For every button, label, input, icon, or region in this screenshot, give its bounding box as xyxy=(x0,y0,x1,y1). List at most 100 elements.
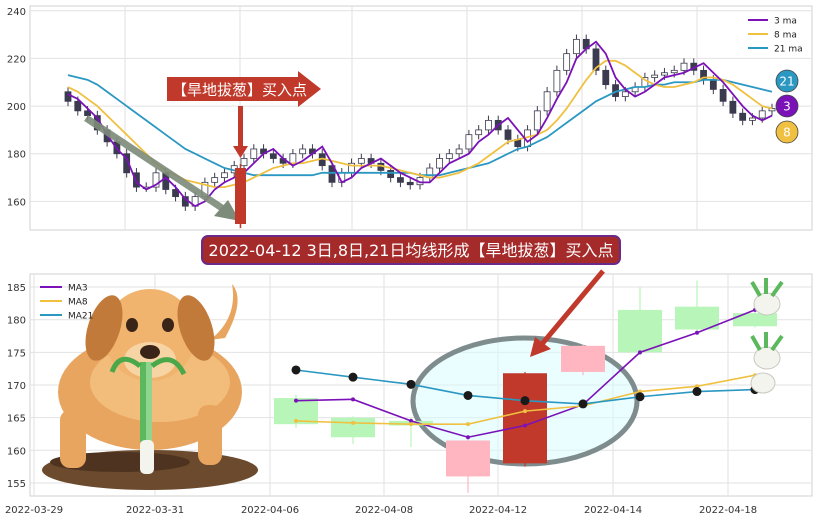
bottom-ma-marker xyxy=(351,397,355,402)
leek-icon xyxy=(750,332,784,394)
ma-badge xyxy=(775,69,799,93)
top-candle-body xyxy=(152,172,160,188)
buy-point-arrow-text: 【旱地拔葱】买入点 xyxy=(172,81,307,99)
top-y-axis: 160 180 200 220 240 xyxy=(7,7,26,209)
bottom-candle-body xyxy=(561,345,605,372)
bottom-ma-marker xyxy=(523,423,527,428)
top-candle-body xyxy=(475,129,483,136)
bottom-ma-marker xyxy=(291,365,301,375)
top-candle-body xyxy=(651,74,659,78)
bottom-x-tick-label: 2022-03-29 xyxy=(5,505,63,516)
top-candle-body xyxy=(387,170,395,178)
bottom-ma-lines xyxy=(291,307,760,440)
bottom-y-axis: 155 160 165 170 175 180 185 xyxy=(7,283,26,490)
top-candle-body xyxy=(299,148,307,155)
bottom-y-tick-label: 170 xyxy=(7,381,26,392)
top-y-tick-label: 240 xyxy=(7,7,26,18)
top-legend-label: 3 ma xyxy=(774,17,797,27)
bottom-y-tick-label: 155 xyxy=(7,479,26,490)
bottom-legend-label: MA3 xyxy=(68,284,88,294)
top-candle-body xyxy=(436,158,443,169)
top-candle-body xyxy=(397,177,404,183)
ma-badge-label: 3 xyxy=(783,100,791,114)
top-candle-body xyxy=(74,100,82,112)
bottom-y-tick-label: 175 xyxy=(7,348,26,359)
leek-icon xyxy=(750,278,784,316)
bottom-candle-body xyxy=(331,417,375,438)
top-candle-body xyxy=(240,158,248,167)
top-y-tick-label: 200 xyxy=(7,102,26,113)
top-candle-body xyxy=(709,79,717,90)
top-candle-body xyxy=(573,38,580,55)
bottom-x-tick-label: 2022-04-18 xyxy=(699,505,757,516)
bottom-x-tick-label: 2022-04-06 xyxy=(241,505,299,516)
trend-arrow xyxy=(84,115,240,221)
top-candle-body xyxy=(221,172,228,178)
top-candle-body xyxy=(739,112,747,121)
bottom-ma-marker xyxy=(406,379,416,389)
ma-badge xyxy=(775,120,799,144)
ma-badges: 21 3 8 xyxy=(775,69,799,144)
top-candle-body xyxy=(661,72,668,76)
ma-badge-label: 8 xyxy=(783,126,791,140)
bottom-legend: MA3 MA8 MA21 xyxy=(40,284,93,322)
top-candle-body xyxy=(172,189,179,198)
top-plot-area xyxy=(29,5,813,231)
top-candle-body xyxy=(563,53,571,71)
bottom-ma-marker xyxy=(695,330,699,335)
top-candle-body xyxy=(719,89,727,102)
top-candle-body xyxy=(289,153,297,164)
bottom-candle-body xyxy=(446,440,490,477)
top-candle-body xyxy=(328,165,336,183)
signal-banner-text: 2022-04-12 3日,8日,21日均线形成【旱地拔葱】买入点 xyxy=(209,241,614,260)
bottom-ma-marker xyxy=(351,420,355,425)
top-legend: 3 ma 8 ma 21 ma xyxy=(748,17,803,55)
top-candle-body xyxy=(485,119,492,131)
top-y-tick-label: 180 xyxy=(7,150,26,161)
top-candle-body xyxy=(553,69,561,93)
bottom-ma-marker xyxy=(466,435,470,440)
bottom-y-tick-label: 160 xyxy=(7,446,26,457)
top-candle-body xyxy=(592,48,600,71)
bottom-x-axis: 2022-03-29 2022-03-31 2022-04-06 2022-04-08… xyxy=(5,505,757,516)
bottom-ma-marker xyxy=(523,409,527,414)
bottom-legend-label: MA21 xyxy=(68,312,93,322)
bottom-x-tick-label: 2022-04-14 xyxy=(584,505,642,516)
top-candle-body xyxy=(123,153,131,174)
top-candle-body xyxy=(758,110,766,119)
top-candle-body xyxy=(680,62,688,71)
top-y-tick-label: 220 xyxy=(7,54,26,65)
bottom-ma-marker xyxy=(578,399,588,409)
top-candle-body xyxy=(533,110,541,131)
top-candle-body xyxy=(211,177,219,183)
bottom-x-tick-label: 2022-03-31 xyxy=(126,505,184,516)
bottom-x-tick-label: 2022-04-12 xyxy=(469,505,527,516)
bottom-candle-body xyxy=(733,313,777,327)
bottom-candle-body xyxy=(503,373,547,464)
top-candle-body xyxy=(455,148,463,155)
bottom-y-tick-label: 180 xyxy=(7,316,26,327)
top-legend-label: 21 ma xyxy=(774,45,803,55)
bottom-y-tick-label: 165 xyxy=(7,414,26,425)
bottom-ma-marker xyxy=(463,390,473,400)
top-candle-body xyxy=(729,100,737,114)
signal-banner: 2022-04-12 3日,8日,21日均线形成【旱地拔葱】买入点 xyxy=(201,235,621,265)
bottom-candle-body xyxy=(675,306,719,330)
top-candle-body xyxy=(133,172,140,188)
ma-badge xyxy=(775,94,799,118)
bottom-ma-marker xyxy=(692,387,702,397)
bottom-y-tick-label: 185 xyxy=(7,283,26,294)
bottom-ma-marker xyxy=(348,372,358,382)
diagonal-signal-arrow xyxy=(530,269,605,357)
top-candle-body xyxy=(749,117,756,121)
bottom-ma-marker xyxy=(520,396,530,406)
bottom-ma-marker xyxy=(294,418,298,423)
top-gridlines xyxy=(30,6,812,230)
top-candle-body xyxy=(465,134,473,150)
bottom-ma-marker xyxy=(294,398,298,403)
bottom-x-tick-label: 2022-04-08 xyxy=(355,505,413,516)
bottom-candle-body xyxy=(618,309,662,353)
vertical-signal-arrow xyxy=(233,106,248,158)
